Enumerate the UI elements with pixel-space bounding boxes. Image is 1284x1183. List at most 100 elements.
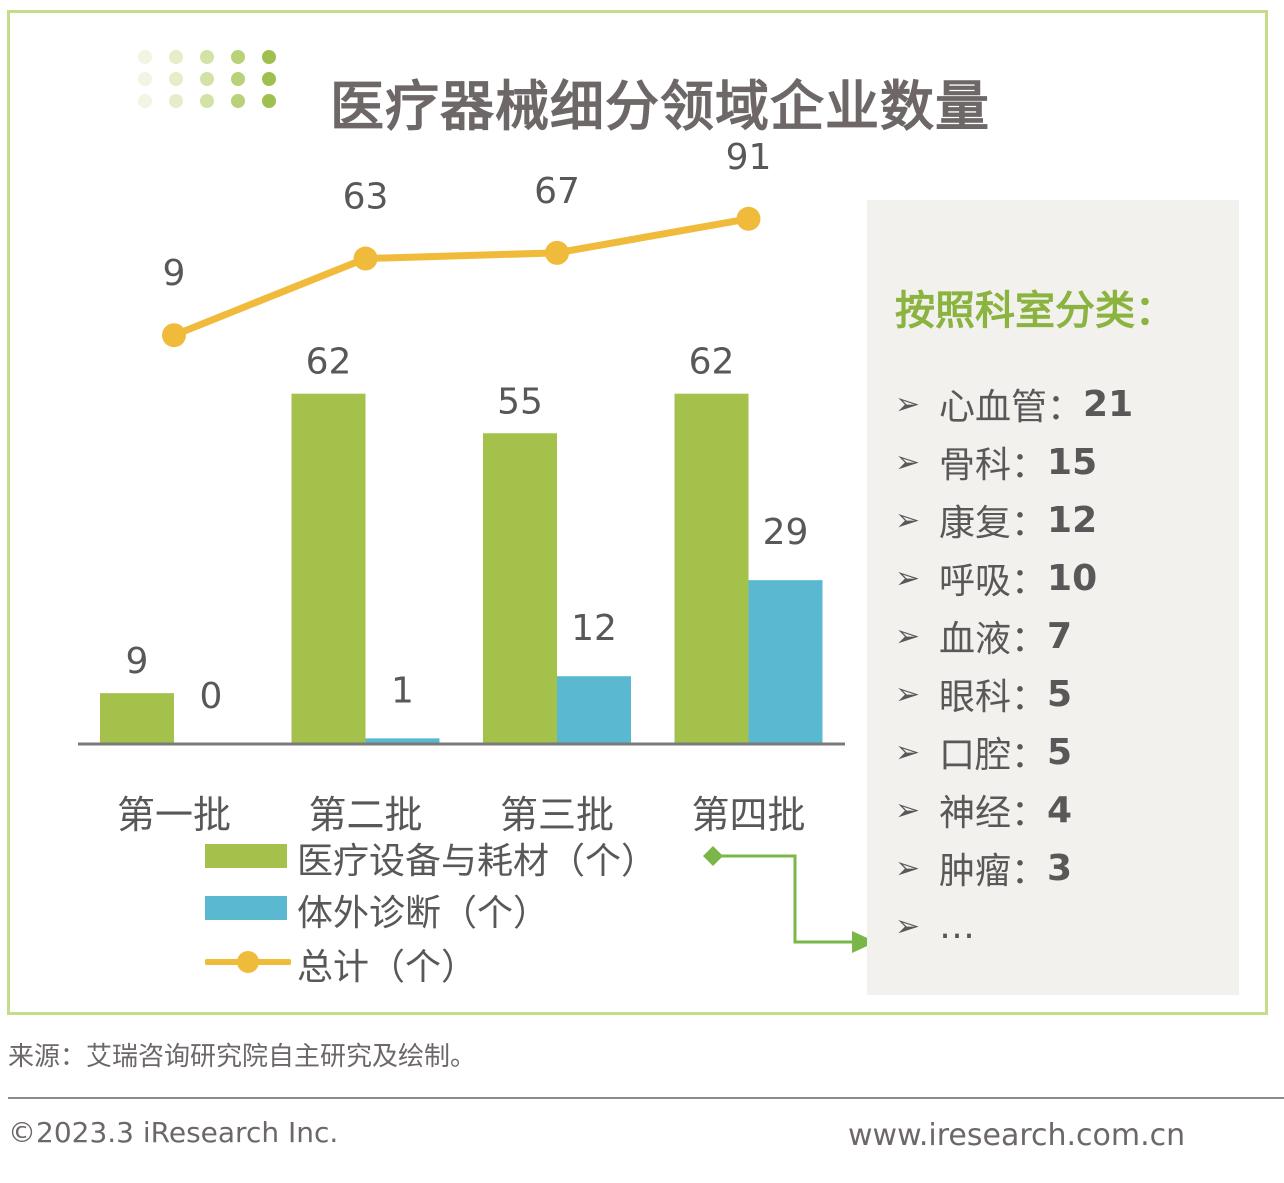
department-name: 呼吸：: [939, 561, 1048, 602]
panel-title: 按照科室分类：: [895, 288, 1175, 334]
point-total: [353, 246, 378, 271]
decorative-dot: [262, 50, 276, 64]
data-label-equipment: 62: [306, 342, 352, 383]
legend-label-ivd: 体外诊断（个）: [297, 893, 550, 934]
bar-equipment: [291, 393, 366, 744]
bar-ivd: [365, 738, 440, 744]
legend-swatch-total: [205, 951, 291, 973]
department-list: ➢ 心血管： 21 ➢ 骨科： 15 ➢ 康复： 12 ➢ 呼吸： 10 ➢ 血液： 7 ➢ 眼科： 5 ➢ 口腔： 5…: [895, 375, 1133, 955]
bar-ivd: [748, 580, 823, 744]
data-label-ivd: 1: [391, 670, 414, 711]
connector-line: [712, 854, 858, 944]
chart-title: 医疗器械细分领域企业数量: [330, 75, 990, 138]
department-name: 肿瘤：: [939, 851, 1048, 892]
data-label-ivd: 12: [571, 608, 617, 649]
decorative-dot: [169, 94, 183, 108]
bar-equipment: [100, 693, 174, 744]
decorative-dot: [200, 94, 214, 108]
point-total: [162, 323, 186, 348]
decorative-dot: [138, 72, 152, 86]
legend-swatch-ivd: [205, 896, 287, 920]
decorative-dot: [138, 50, 152, 64]
decorative-dot: [231, 94, 245, 108]
department-item: ➢ 口腔： 5: [895, 723, 1133, 781]
arrow-bullet-icon: ➢: [895, 444, 921, 480]
department-name: 口腔：: [939, 735, 1048, 776]
legend-swatch-equipment: [205, 844, 287, 868]
legend-label-total: 总计（个）: [297, 947, 478, 988]
decorative-dot: [169, 72, 183, 86]
connector-arrow-icon: [852, 931, 876, 953]
data-label-total: 91: [726, 137, 772, 178]
decorative-dot: [231, 72, 245, 86]
data-label-total: 67: [534, 171, 580, 212]
department-count: 15: [1047, 441, 1098, 483]
bar-equipment: [483, 433, 557, 744]
bar-equipment: [674, 393, 749, 744]
arrow-bullet-icon: ➢: [895, 386, 921, 422]
decorative-dot: [200, 72, 214, 86]
copyright: ©2023.3 iResearch Inc.: [8, 1116, 339, 1149]
decorative-dot: [262, 72, 276, 86]
department-count: 5: [1047, 731, 1073, 773]
bar-ivd: [557, 676, 631, 744]
department-count: 21: [1083, 383, 1134, 425]
x-tick-label: 第二批: [308, 793, 422, 837]
arrow-bullet-icon: ➢: [895, 850, 921, 886]
department-item: ➢ 心血管： 21: [895, 375, 1133, 433]
department-name: 神经：: [939, 793, 1048, 834]
decorative-dot: [200, 50, 214, 64]
point-total: [736, 206, 761, 231]
department-count: 10: [1047, 557, 1098, 599]
department-count: 7: [1047, 615, 1073, 657]
decorative-dot: [262, 94, 276, 108]
decorative-dot: [138, 94, 152, 108]
arrow-bullet-icon: ➢: [895, 502, 921, 538]
department-item: ➢ 眼科： 5: [895, 665, 1133, 723]
department-item: ➢ 神经： 4: [895, 781, 1133, 839]
department-name: 血液：: [939, 619, 1048, 660]
data-label-equipment: 55: [497, 381, 543, 422]
department-count: 5: [1047, 673, 1073, 715]
department-item: ➢…: [895, 897, 1133, 955]
source-note: 来源：艾瑞咨询研究院自主研究及绘制。: [8, 1042, 477, 1072]
data-label-ivd: 0: [200, 676, 223, 717]
x-tick-label: 第四批: [691, 793, 805, 837]
arrow-bullet-icon: ➢: [895, 908, 921, 944]
department-count: 3: [1047, 847, 1073, 889]
department-name: 康复：: [939, 503, 1048, 544]
data-label-total: 63: [343, 177, 389, 218]
x-tick-label: 第一批: [117, 793, 231, 837]
department-count: 4: [1047, 789, 1073, 831]
department-item: ➢ 骨科： 15: [895, 433, 1133, 491]
footer-divider: [8, 1097, 1284, 1099]
data-label-ivd: 29: [763, 512, 809, 553]
decorative-dots: [138, 50, 278, 108]
data-label-equipment: 9: [126, 641, 149, 682]
department-name: …: [939, 905, 975, 947]
decorative-dot: [169, 50, 183, 64]
chart-canvas: 9 0 第一批 62 1 第二批 55 12 第三批 62 29 第四批 9 63 67 91: [78, 137, 876, 953]
chart-frame: [7, 10, 1268, 1015]
department-item: ➢ 康复： 12: [895, 491, 1133, 549]
department-item: ➢ 肿瘤： 3: [895, 839, 1133, 897]
decorative-dot: [231, 50, 245, 64]
data-label-total: 9: [163, 253, 186, 294]
line-total: [170, 215, 752, 339]
x-tick-label: 第三批: [500, 793, 614, 837]
data-label-equipment: 62: [689, 342, 735, 383]
arrow-bullet-icon: ➢: [895, 560, 921, 596]
department-item: ➢ 血液： 7: [895, 607, 1133, 665]
connector-start-diamond: [703, 846, 723, 866]
arrow-bullet-icon: ➢: [895, 618, 921, 654]
department-name: 心血管：: [939, 387, 1084, 428]
website-link[interactable]: www.iresearch.com.cn: [848, 1118, 1186, 1153]
arrow-bullet-icon: ➢: [895, 676, 921, 712]
department-count: 12: [1047, 499, 1098, 541]
legend-label-equipment: 医疗设备与耗材（个）: [297, 841, 658, 882]
point-total: [545, 240, 569, 265]
department-name: 骨科：: [939, 445, 1048, 486]
department-item: ➢ 呼吸： 10: [895, 549, 1133, 607]
department-panel: 按照科室分类： ➢ 心血管： 21 ➢ 骨科： 15 ➢ 康复： 12 ➢ 呼吸： 10 ➢ 血液： 7 ➢ 眼…: [867, 200, 1239, 995]
arrow-bullet-icon: ➢: [895, 734, 921, 770]
